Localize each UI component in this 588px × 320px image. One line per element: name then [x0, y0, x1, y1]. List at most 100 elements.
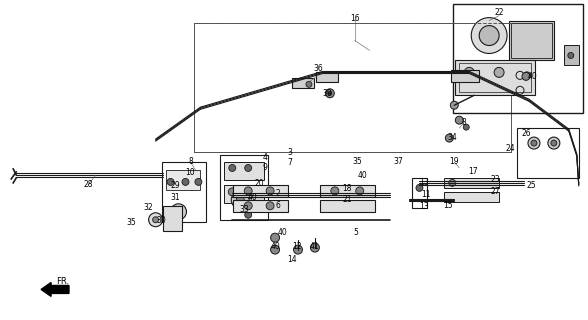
Text: 21: 21: [342, 195, 352, 204]
Text: 30: 30: [157, 216, 166, 225]
Bar: [224, 185, 264, 203]
Text: 10: 10: [186, 168, 195, 178]
Bar: [292, 78, 314, 88]
Text: 20: 20: [255, 180, 264, 188]
Circle shape: [231, 191, 249, 209]
Circle shape: [523, 72, 530, 79]
Circle shape: [270, 245, 279, 254]
Bar: [320, 185, 375, 197]
Bar: [413, 178, 427, 208]
Circle shape: [568, 52, 574, 59]
Bar: [195, 23, 511, 152]
Circle shape: [551, 140, 557, 146]
Circle shape: [455, 116, 463, 124]
Text: 36: 36: [313, 64, 323, 73]
Text: 40: 40: [528, 72, 538, 81]
Text: FR.: FR.: [56, 277, 69, 286]
Text: 13: 13: [420, 202, 429, 211]
Circle shape: [149, 213, 162, 227]
Circle shape: [528, 137, 540, 149]
Circle shape: [236, 196, 244, 204]
Circle shape: [171, 204, 186, 220]
Circle shape: [306, 81, 312, 87]
Text: 29: 29: [171, 181, 181, 190]
Bar: [316, 72, 338, 82]
FancyArrow shape: [41, 283, 69, 296]
Bar: [166, 170, 201, 190]
Text: 12: 12: [292, 242, 302, 251]
Circle shape: [449, 180, 456, 186]
Text: 7: 7: [288, 158, 292, 167]
Circle shape: [167, 179, 174, 185]
Bar: [459, 63, 531, 92]
Bar: [453, 4, 583, 113]
Bar: [445, 192, 499, 202]
Circle shape: [463, 124, 469, 130]
Text: 40: 40: [248, 193, 257, 202]
Circle shape: [479, 26, 499, 45]
Text: 32: 32: [144, 203, 153, 212]
Circle shape: [416, 184, 423, 191]
Bar: [564, 45, 579, 65]
Circle shape: [548, 137, 560, 149]
Circle shape: [175, 208, 182, 216]
Text: 39: 39: [322, 89, 332, 98]
Bar: [455, 60, 535, 95]
Text: 13: 13: [420, 179, 429, 188]
Circle shape: [182, 179, 189, 185]
Text: 8: 8: [188, 157, 193, 166]
Bar: [509, 20, 554, 60]
Bar: [517, 128, 579, 178]
Circle shape: [245, 164, 252, 172]
Text: 6: 6: [276, 201, 280, 210]
Text: 41: 41: [310, 242, 320, 251]
Circle shape: [229, 164, 236, 172]
Circle shape: [328, 91, 332, 95]
Bar: [233, 185, 288, 197]
Circle shape: [270, 233, 279, 242]
Circle shape: [356, 187, 364, 195]
Circle shape: [195, 179, 202, 185]
Circle shape: [228, 188, 236, 196]
Text: 17: 17: [469, 167, 478, 176]
Circle shape: [244, 202, 252, 210]
Text: 35: 35: [353, 157, 363, 166]
Bar: [233, 200, 288, 212]
Bar: [320, 200, 375, 212]
Text: 40: 40: [358, 172, 368, 180]
Bar: [445, 178, 499, 188]
Text: 18: 18: [342, 184, 352, 193]
Bar: [511, 23, 552, 59]
Text: 19: 19: [449, 157, 459, 166]
Circle shape: [310, 243, 319, 252]
Text: 35: 35: [127, 218, 136, 227]
Bar: [162, 206, 182, 231]
Circle shape: [266, 187, 274, 195]
Circle shape: [465, 68, 474, 77]
Text: 23: 23: [490, 175, 500, 184]
Bar: [220, 155, 268, 220]
Text: 15: 15: [443, 201, 453, 210]
Text: 37: 37: [394, 157, 403, 166]
Bar: [452, 70, 479, 82]
Text: 24: 24: [505, 144, 515, 153]
Text: 40: 40: [270, 242, 280, 251]
Text: 4: 4: [263, 153, 268, 162]
Circle shape: [471, 18, 507, 53]
Circle shape: [266, 202, 274, 210]
Text: 2: 2: [276, 189, 280, 198]
Text: 28: 28: [83, 180, 93, 189]
Circle shape: [531, 140, 537, 146]
Text: 25: 25: [526, 181, 536, 190]
Circle shape: [522, 72, 530, 80]
Circle shape: [325, 89, 335, 98]
Text: 26: 26: [521, 129, 531, 138]
Circle shape: [153, 217, 159, 223]
Text: 11: 11: [422, 190, 431, 199]
Text: 33: 33: [239, 205, 249, 214]
Text: 31: 31: [171, 193, 181, 202]
Circle shape: [450, 101, 458, 109]
Text: 16: 16: [350, 14, 359, 23]
Text: 22: 22: [495, 8, 504, 17]
Text: 27: 27: [490, 188, 500, 196]
